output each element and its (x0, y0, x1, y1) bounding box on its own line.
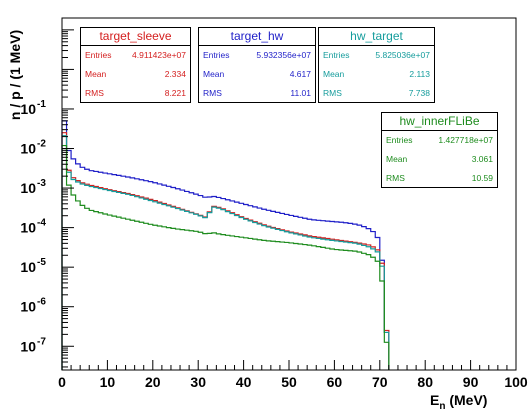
rms-value: 11.01 (290, 84, 311, 102)
y-tick-label-exponent: -3 (37, 178, 46, 189)
mean-label: Mean (85, 65, 106, 83)
mean-label: Mean (203, 65, 224, 83)
y-tick-label-exponent: -4 (37, 218, 46, 229)
y-axis-label: n / p / (1 MeV) (7, 30, 23, 120)
entries-value: 5.825036e+07 (375, 46, 430, 64)
y-tick-label: 10 (20, 220, 36, 236)
rms-value: 8.221 (165, 84, 186, 102)
x-tick-label: 10 (100, 374, 116, 390)
mean-label: Mean (323, 65, 344, 83)
entries-value: 4.911423e+07 (132, 46, 186, 64)
y-tick-label-exponent: -7 (37, 336, 46, 347)
x-axis-label-main: E (430, 392, 439, 408)
entries-label: Entries (85, 46, 111, 64)
series-line-target_hw (62, 121, 389, 370)
rms-label: RMS (323, 84, 342, 102)
stats-box-title: hw_target (319, 28, 434, 46)
x-tick-label: 20 (145, 374, 161, 390)
y-tick-label: 10 (20, 180, 36, 196)
stats-box-hw-innerflibe: hw_innerFLiBe Entries 1.427718e+07 Mean 3.… (381, 112, 498, 188)
y-tick-label-exponent: -2 (37, 139, 46, 150)
x-tick-label: 80 (417, 374, 433, 390)
y-tick-label-base: 10 (20, 259, 36, 275)
y-tick-label: 10 (20, 299, 36, 315)
y-tick-label-exponent: -6 (37, 297, 46, 308)
rms-label: RMS (85, 84, 104, 102)
x-tick-label: 50 (281, 374, 297, 390)
rms-value: 10.59 (472, 169, 493, 187)
entries-label: Entries (386, 131, 412, 149)
stats-box-title: hw_innerFLiBe (382, 113, 497, 131)
rms-label: RMS (203, 84, 222, 102)
entries-label: Entries (323, 46, 349, 64)
y-tick-label: 10 (20, 338, 36, 354)
x-tick-label: 90 (463, 374, 479, 390)
entries-label: Entries (203, 46, 229, 64)
y-tick-label-base: 10 (20, 180, 36, 196)
histogram-series-layer (62, 121, 389, 370)
series-line-hw_target (62, 136, 389, 370)
stats-box-target-sleeve: target_sleeve Entries 4.911423e+07 Mean 2.… (80, 27, 191, 103)
mean-value: 2.334 (165, 65, 186, 83)
stats-box-hw-target: hw_target Entries 5.825036e+07 Mean 2.113 … (318, 27, 435, 103)
mean-value: 4.617 (290, 65, 311, 83)
x-axis-label: En (MeV) (430, 392, 487, 412)
y-tick-label-base: 10 (20, 220, 36, 236)
x-tick-label: 30 (190, 374, 206, 390)
mean-label: Mean (386, 150, 407, 168)
y-tick-label: 10 (20, 259, 36, 275)
series-line-hw_innerFLiBe (62, 146, 389, 370)
entries-value: 5.932356e+07 (256, 46, 311, 64)
y-tick-label: 10 (20, 141, 36, 157)
y-tick-label-exponent: -1 (37, 99, 46, 110)
y-tick-label-base: 10 (20, 299, 36, 315)
y-tick-label-base: 10 (20, 338, 36, 354)
mean-value: 3.061 (472, 150, 493, 168)
mean-value: 2.113 (409, 65, 430, 83)
x-tick-label: 70 (372, 374, 388, 390)
rms-label: RMS (386, 169, 405, 187)
x-tick-label: 0 (58, 374, 66, 390)
x-tick-label: 100 (504, 374, 528, 390)
series-line-target_sleeve (62, 133, 389, 370)
y-tick-label-base: 10 (20, 141, 36, 157)
x-axis-label-unit: (MeV) (445, 392, 487, 408)
rms-value: 7.738 (409, 84, 430, 102)
y-tick-label-exponent: -5 (37, 257, 46, 268)
stats-box-title: target_hw (199, 28, 315, 46)
stats-box-title: target_sleeve (81, 28, 190, 46)
x-tick-label: 40 (236, 374, 252, 390)
entries-value: 1.427718e+07 (438, 131, 493, 149)
stats-box-target-hw: target_hw Entries 5.932356e+07 Mean 4.617 … (198, 27, 316, 103)
x-tick-label: 60 (327, 374, 343, 390)
